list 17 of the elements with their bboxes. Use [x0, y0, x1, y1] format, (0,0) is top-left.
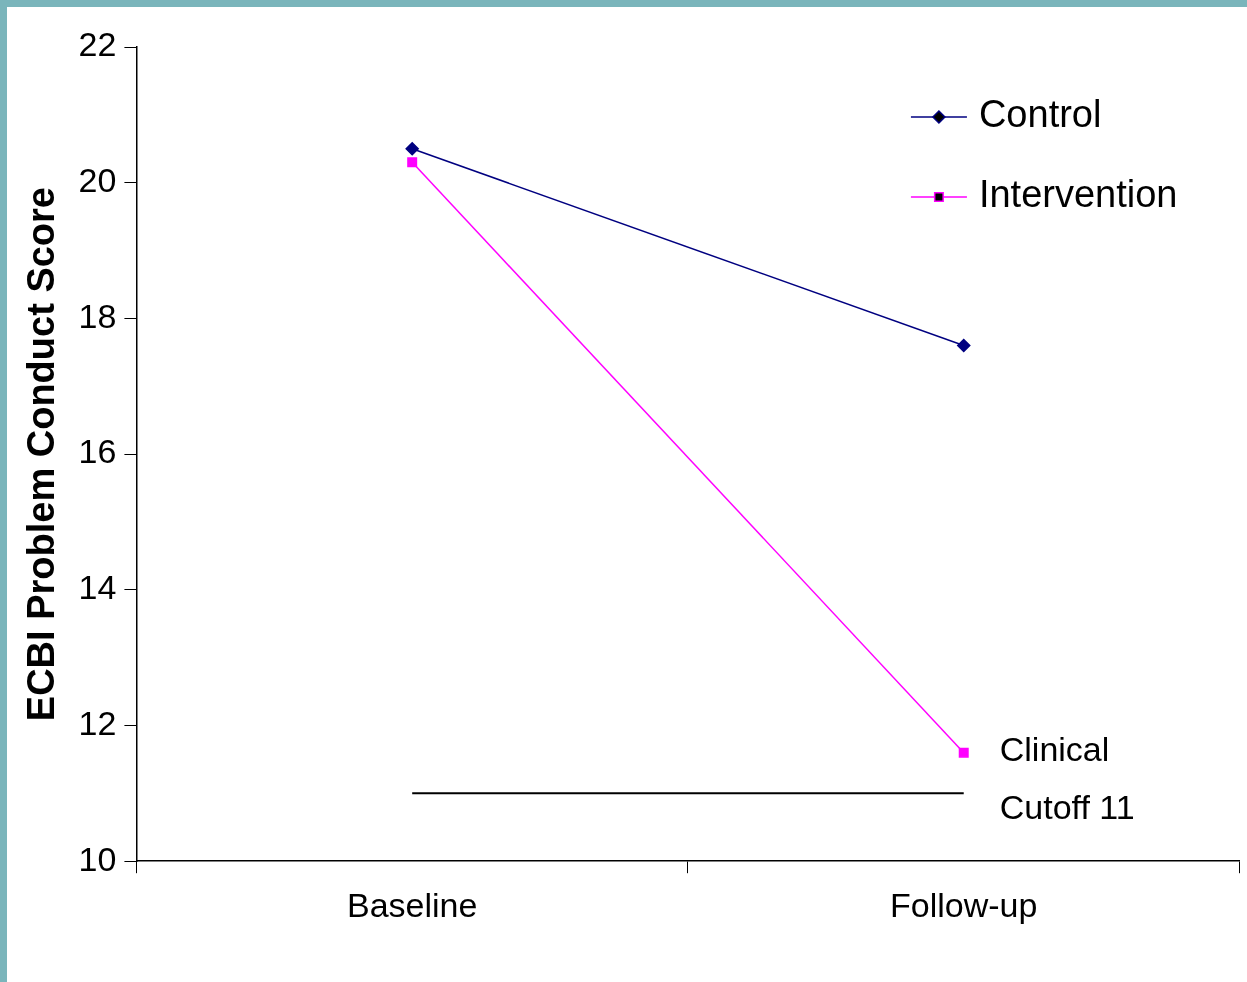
- legend-label: Control: [978, 93, 1102, 136]
- y-tick-label: 20: [78, 161, 117, 200]
- y-tick-label: 22: [78, 25, 117, 64]
- y-tick-label: 16: [78, 432, 117, 471]
- point: [958, 747, 969, 758]
- y-tick-label: 14: [78, 568, 117, 607]
- y-tick-label: 10: [78, 839, 117, 878]
- ref-line-label: Clinical Cutoff 11: [999, 729, 1135, 826]
- legend-label: Intervention: [978, 173, 1178, 216]
- x-tick-label: Baseline: [346, 885, 478, 924]
- point: [407, 157, 418, 168]
- point: [405, 142, 419, 156]
- x-tick-label: Follow-up: [890, 885, 1038, 924]
- y-axis-title: ECBI Problem Conduct Score: [20, 187, 63, 722]
- y-tick-label: 12: [78, 703, 117, 742]
- point: [956, 338, 971, 353]
- y-tick-label: 18: [78, 296, 117, 335]
